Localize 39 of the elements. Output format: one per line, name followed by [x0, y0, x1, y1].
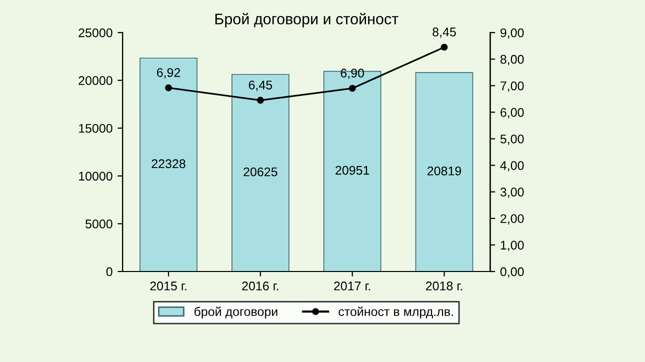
y2-tick-label: 0,00 — [500, 267, 524, 278]
y2-tick-label: 6,00 — [500, 108, 524, 118]
bar — [232, 74, 290, 272]
data-label: 6,45 — [248, 80, 272, 91]
x-tick-label: 2016 г. — [242, 282, 278, 290]
y2-tick-label: 3,00 — [500, 188, 524, 198]
point — [256, 96, 264, 104]
y-tick-label: 15000 — [79, 124, 112, 133]
y-tick-label: 10000 — [79, 172, 112, 181]
y-tick-label: 20000 — [78, 76, 112, 86]
point — [348, 84, 356, 92]
y-tick-label: 25000 — [78, 28, 112, 38]
data-label: 20819 — [427, 166, 462, 176]
x-tick-label: 2017 г. — [334, 282, 370, 290]
bar — [323, 70, 382, 272]
data-label: 6,92 — [156, 68, 180, 78]
legend-label: стойност в млрд.лв. — [338, 306, 453, 319]
y2-tick-label: 4,00 — [500, 161, 524, 172]
point — [165, 84, 172, 92]
data-label: 6,90 — [340, 68, 364, 79]
data-label: 20951 — [336, 166, 370, 175]
y2-tick-label: 8,00 — [500, 54, 524, 66]
y2-tick-label: 9,00 — [500, 28, 524, 39]
bar — [140, 58, 198, 272]
chart-title: Брой договори и стойност — [215, 12, 398, 28]
x-tick-label: 2018 г. — [426, 282, 462, 290]
y2-tick-label: 2,00 — [500, 214, 524, 225]
y2-tick-label: 7,00 — [500, 81, 524, 92]
data-label: 22328 — [152, 159, 186, 168]
point — [440, 44, 448, 51]
y2-tick-label: 5,00 — [500, 134, 524, 145]
y-tick-label: 0 — [106, 267, 112, 276]
data-label: 8,45 — [432, 28, 456, 38]
y-tick-label: 5000 — [86, 220, 112, 228]
data-label: 20625 — [244, 167, 278, 176]
y2-tick-label: 1,00 — [500, 240, 524, 252]
x-tick-label: 2015 г. — [150, 282, 186, 290]
legend-label: брой договори — [194, 306, 278, 319]
bar — [415, 72, 474, 272]
